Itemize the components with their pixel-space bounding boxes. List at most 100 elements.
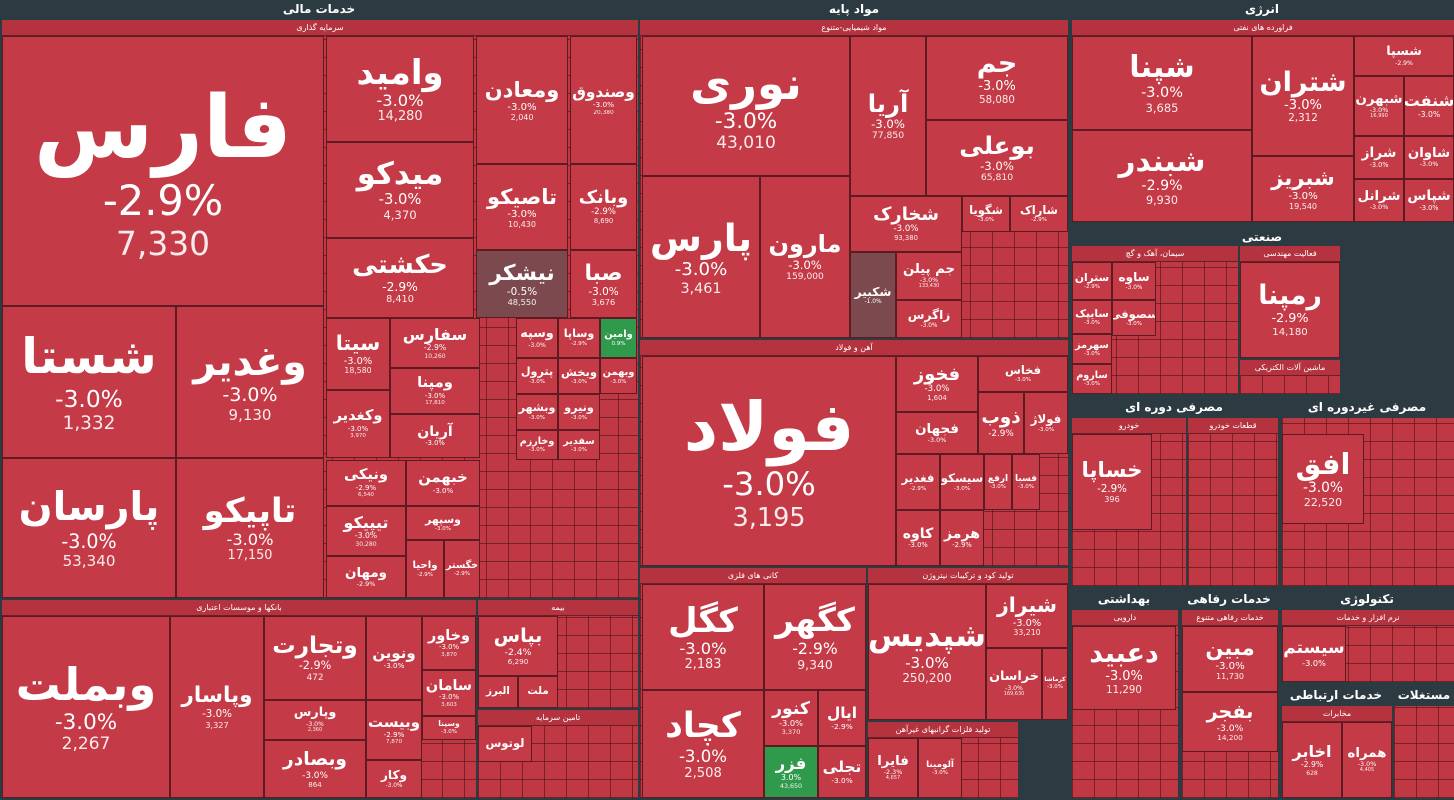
stock-tile[interactable]: پترول -3.0% bbox=[516, 358, 558, 394]
stock-tile[interactable]: سصوفی-3.0% bbox=[1112, 300, 1156, 336]
stock-tile[interactable]: وسینا -3.0% bbox=[422, 716, 476, 740]
stock-tile[interactable]: لوتوس bbox=[478, 726, 532, 762]
stock-tile[interactable]: سامان -3.0% 3,603 bbox=[422, 670, 476, 716]
stock-tile[interactable]: کنور -3.0% 3,370 bbox=[764, 690, 818, 746]
stock-tile[interactable]: ومهان -2.9% bbox=[326, 556, 406, 598]
stock-tile[interactable]: البرز bbox=[478, 676, 518, 708]
stock-tile[interactable]: ونیکی -2.9% 6,540 bbox=[326, 460, 406, 506]
stock-tile[interactable]: ونیرو -3.0% bbox=[558, 394, 600, 430]
stock-tile[interactable]: تاپیکو -3.0% 17,150 bbox=[176, 458, 324, 598]
stock-tile[interactable]: سهرمز -3.0% bbox=[1072, 334, 1112, 364]
stock-tile[interactable]: پارس -3.0% 3,461 bbox=[642, 176, 760, 338]
stock-tile[interactable]: فارس -2.9% 7,330 bbox=[2, 36, 324, 306]
stock-tile[interactable]: فغدیر -2.9% bbox=[896, 454, 940, 510]
stock-tile[interactable]: بوعلی -3.0% 65,810 bbox=[926, 120, 1068, 196]
stock-tile[interactable]: وبخش -3.0% bbox=[558, 358, 600, 394]
stock-tile[interactable]: همراه -3.0% 4,405 bbox=[1342, 722, 1392, 798]
stock-tile[interactable]: وامید -3.0% 14,280 bbox=[326, 36, 474, 142]
stock-tile[interactable]: صبا -3.0% 3,676 bbox=[570, 250, 637, 318]
stock-tile[interactable]: دعبید -3.0% 11,290 bbox=[1072, 626, 1176, 710]
stock-tile[interactable]: حکشتی -2.9% 8,410 bbox=[326, 238, 474, 318]
stock-tile[interactable]: نیشکر -0.5% 48,550 bbox=[476, 250, 568, 318]
stock-tile[interactable]: خساپا -2.9% 396 bbox=[1072, 434, 1152, 530]
stock-tile[interactable]: شیراز -3.0% 33,210 bbox=[986, 584, 1068, 648]
stock-tile[interactable]: فسبا -3.0% bbox=[1012, 454, 1040, 510]
stock-tile[interactable]: جم پیلن -3.0% 133,430 bbox=[896, 252, 962, 300]
stock-tile[interactable]: شاوان -3.0% bbox=[1404, 136, 1454, 179]
stock-tile[interactable]: کگل -3.0% 2,183 bbox=[642, 584, 764, 690]
stock-tile[interactable]: سفارس -2.9% 10,260 bbox=[390, 318, 480, 368]
stock-tile[interactable]: وخارزم -3.0% bbox=[516, 430, 558, 460]
stock-tile[interactable]: ساروم -3.0% bbox=[1072, 364, 1112, 394]
stock-tile[interactable]: ارفع -3.0% bbox=[984, 454, 1012, 510]
stock-tile[interactable]: وامین 0.9% bbox=[600, 318, 637, 358]
stock-tile[interactable]: شگویا -3.0% bbox=[962, 196, 1010, 232]
stock-tile[interactable]: واحیا -2.9% bbox=[406, 540, 444, 598]
stock-tile[interactable]: خبهمن -3.0% bbox=[406, 460, 480, 506]
stock-tile[interactable]: نوری -3.0% 43,010 bbox=[642, 36, 850, 176]
stock-tile[interactable]: آلومینا -3.0% bbox=[918, 738, 962, 798]
stock-tile[interactable]: وسپه -3.0% bbox=[516, 318, 558, 358]
stock-tile[interactable]: آریا -3.0% 77,850 bbox=[850, 36, 926, 196]
stock-tile[interactable]: شتران -3.0% 2,312 bbox=[1252, 36, 1354, 156]
stock-tile[interactable]: بفجر -3.0% 14,200 bbox=[1182, 692, 1278, 752]
stock-tile[interactable]: پارسان -3.0% 53,340 bbox=[2, 458, 176, 598]
stock-tile[interactable]: وغدیر -3.0% 9,130 bbox=[176, 306, 324, 458]
stock-tile[interactable]: شپاس -3.0% bbox=[1404, 179, 1454, 222]
stock-tile[interactable]: وبشهر -3.0% bbox=[516, 394, 558, 430]
stock-tile[interactable]: شبهرن -3.0% 16,990 bbox=[1354, 76, 1404, 136]
stock-tile[interactable]: شپدیس -3.0% 250,200 bbox=[868, 584, 986, 720]
stock-tile[interactable]: سایپک -3.0% bbox=[1072, 300, 1112, 334]
stock-tile[interactable]: وخاور -3.0% 3,870 bbox=[422, 616, 476, 670]
stock-tile[interactable]: اخابر -2.9% 628 bbox=[1282, 722, 1342, 798]
stock-tile[interactable]: کاوه -3.0% bbox=[896, 510, 940, 566]
stock-tile[interactable]: شپنا -3.0% 3,685 bbox=[1072, 36, 1252, 130]
stock-tile[interactable]: فخوز -3.0% 1,604 bbox=[896, 356, 978, 412]
stock-tile[interactable]: آریان -3.0% bbox=[390, 414, 480, 458]
stock-tile[interactable]: افق -3.0% 22,520 bbox=[1282, 434, 1364, 524]
stock-tile[interactable]: وکار -3.0% bbox=[366, 760, 422, 798]
stock-tile[interactable]: فزر 3.0% 43,650 bbox=[764, 746, 818, 798]
stock-tile[interactable]: وبانک -2.9% 8,690 bbox=[570, 164, 637, 250]
stock-tile[interactable]: شسپا -2.9% bbox=[1354, 36, 1454, 76]
stock-tile[interactable]: ساوه -3.0% bbox=[1112, 262, 1156, 300]
stock-tile[interactable]: وساپا -2.9% bbox=[558, 318, 600, 358]
stock-tile[interactable]: وتجارت -2.9% 472 bbox=[264, 616, 366, 700]
stock-tile[interactable]: تجلی -3.0% bbox=[818, 746, 866, 798]
stock-tile[interactable]: سیستم -3.0% bbox=[1282, 626, 1346, 682]
stock-tile[interactable]: هرمز -2.9% bbox=[940, 510, 984, 566]
stock-tile[interactable]: شبندر -2.9% 9,930 bbox=[1072, 130, 1252, 222]
stock-tile[interactable]: مارون -3.0% 159,000 bbox=[760, 176, 850, 338]
stock-tile[interactable]: سیتا -3.0% 18,580 bbox=[326, 318, 390, 390]
stock-tile[interactable]: وبهمن -3.0% bbox=[600, 358, 637, 394]
stock-tile[interactable]: ملت bbox=[518, 676, 558, 708]
stock-tile[interactable]: وصندوق -3.0% 20,380 bbox=[570, 36, 637, 164]
stock-tile[interactable]: زاگرس -3.0% bbox=[896, 300, 962, 338]
stock-tile[interactable]: تیپیکو -3.0% 30,280 bbox=[326, 506, 406, 556]
stock-tile[interactable]: وسپهر -3.0% bbox=[406, 506, 480, 540]
stock-tile[interactable]: وپارس -3.0% 2,360 bbox=[264, 700, 366, 740]
stock-tile[interactable]: شکبیر -1.0% bbox=[850, 252, 896, 338]
stock-tile[interactable]: ستران -2.9% bbox=[1072, 262, 1112, 300]
stock-tile[interactable]: فولاد -3.0% 3,195 bbox=[642, 356, 896, 566]
stock-tile[interactable]: کچاد -3.0% 2,508 bbox=[642, 690, 764, 798]
stock-tile[interactable]: شنفت -3.0% bbox=[1404, 76, 1454, 136]
stock-tile[interactable]: وپاسار -3.0% 3,327 bbox=[170, 616, 264, 798]
stock-tile[interactable]: بپاس -2.4% 6,290 bbox=[478, 616, 558, 676]
stock-tile[interactable]: فولاژ -3.0% bbox=[1024, 392, 1068, 454]
stock-tile[interactable]: شبریز -3.0% 19,540 bbox=[1252, 156, 1354, 222]
stock-tile[interactable]: مبین -3.0% 11,730 bbox=[1182, 626, 1278, 692]
stock-tile[interactable]: کگهر -2.9% 9,340 bbox=[764, 584, 866, 690]
stock-tile[interactable]: شخارک -3.0% 93,380 bbox=[850, 196, 962, 252]
stock-tile[interactable]: شاراک -2.9% bbox=[1010, 196, 1068, 232]
stock-tile[interactable]: سیسکو -3.0% bbox=[940, 454, 984, 510]
stock-tile[interactable]: فایرا -2.3% 4,657 bbox=[868, 738, 918, 798]
stock-tile[interactable]: فجهان -3.0% bbox=[896, 412, 978, 454]
stock-tile[interactable]: شستا -3.0% 1,332 bbox=[2, 306, 176, 458]
stock-tile[interactable]: وکغدیر -3.0% 3,970 bbox=[326, 390, 390, 458]
stock-tile[interactable]: میدکو -3.0% 4,370 bbox=[326, 142, 474, 238]
stock-tile[interactable]: رمپنا -2.9% 14,180 bbox=[1240, 262, 1340, 358]
stock-tile[interactable]: ومپنا -3.0% 17,810 bbox=[390, 368, 480, 414]
stock-tile[interactable]: ایال -2.9% bbox=[818, 690, 866, 746]
stock-tile[interactable]: خراسان -3.0% 169,630 bbox=[986, 648, 1042, 720]
